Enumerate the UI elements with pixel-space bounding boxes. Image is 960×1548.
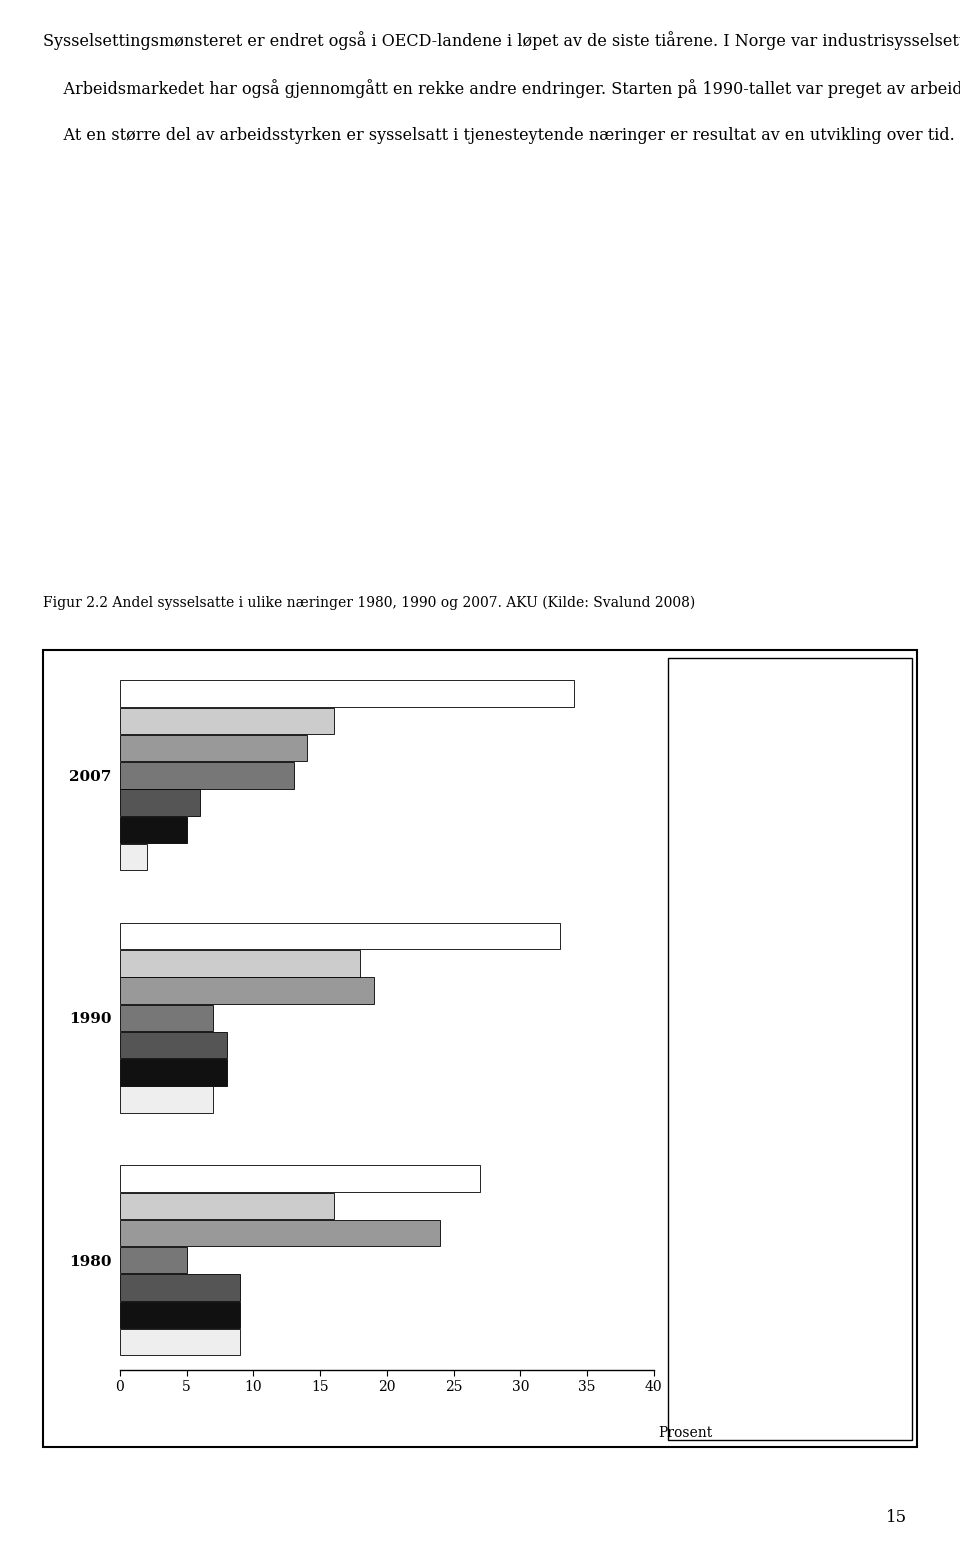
Bar bbox=[120, 707, 333, 734]
Text: Bank/finans,
forr.mess.
Tjenesteyting,
eiendomsdrift: Bank/finans, forr.mess. Tjenesteyting, e… bbox=[724, 1020, 814, 1077]
Bar bbox=[120, 1087, 213, 1113]
Bar bbox=[120, 1005, 213, 1031]
Bar bbox=[120, 1274, 240, 1300]
Bar bbox=[120, 1248, 187, 1274]
Text: Sysselsettingsmønsteret er endret også i OECD-landene i løpet av de siste tiåren: Sysselsettingsmønsteret er endret også i… bbox=[43, 31, 960, 144]
Bar bbox=[120, 681, 574, 707]
Text: Offentlig, sosial
og privat
tjenesteyting: Offentlig, sosial og privat tjenesteytin… bbox=[724, 659, 824, 703]
Bar bbox=[120, 844, 147, 870]
Bar bbox=[120, 735, 307, 762]
Bar bbox=[120, 1059, 227, 1085]
Bar bbox=[120, 977, 373, 1003]
Bar bbox=[120, 817, 187, 844]
Text: 15: 15 bbox=[886, 1509, 907, 1525]
Bar bbox=[676, 1147, 709, 1195]
Bar bbox=[120, 1033, 227, 1059]
Bar bbox=[120, 923, 561, 949]
Bar bbox=[120, 789, 200, 816]
Text: Jordbruk, skog-
bruk, fiske og
fangst: Jordbruk, skog- bruk, fiske og fangst bbox=[724, 1395, 823, 1438]
Text: Transport/tele-
kommunikasjon: Transport/tele- kommunikasjon bbox=[724, 1280, 824, 1308]
Text: Figur 2.2 Andel sysselsatte i ulike næringer 1980, 1990 og 2007. AKU (Kilde: Sva: Figur 2.2 Andel sysselsatte i ulike næri… bbox=[43, 596, 695, 610]
Bar bbox=[120, 1328, 240, 1354]
Bar bbox=[676, 1271, 709, 1317]
Text: Bygge - og
anleggsvirk-
somhet: Bygge - og anleggsvirk- somhet bbox=[724, 1150, 803, 1194]
Text: Prosent: Prosent bbox=[659, 1426, 713, 1440]
Bar bbox=[120, 1302, 240, 1328]
Text: Varehandel,
hotell og
restaurant-
virksomhet: Varehandel, hotell og restaurant- virkso… bbox=[724, 776, 800, 833]
Bar bbox=[120, 950, 360, 977]
Bar bbox=[676, 1025, 709, 1073]
Bar bbox=[676, 658, 709, 704]
Bar bbox=[676, 902, 709, 950]
Text: Industri og
bergverksdrift,
kraft og vann-
forsyning, olje-
utvinning og
tilknyt: Industri og bergverksdrift, kraft og van… bbox=[724, 875, 820, 978]
Bar bbox=[120, 1166, 480, 1192]
Bar bbox=[676, 1393, 709, 1440]
Bar bbox=[120, 1192, 333, 1218]
Bar bbox=[120, 1220, 441, 1246]
Bar bbox=[120, 762, 294, 788]
Bar bbox=[676, 780, 709, 827]
